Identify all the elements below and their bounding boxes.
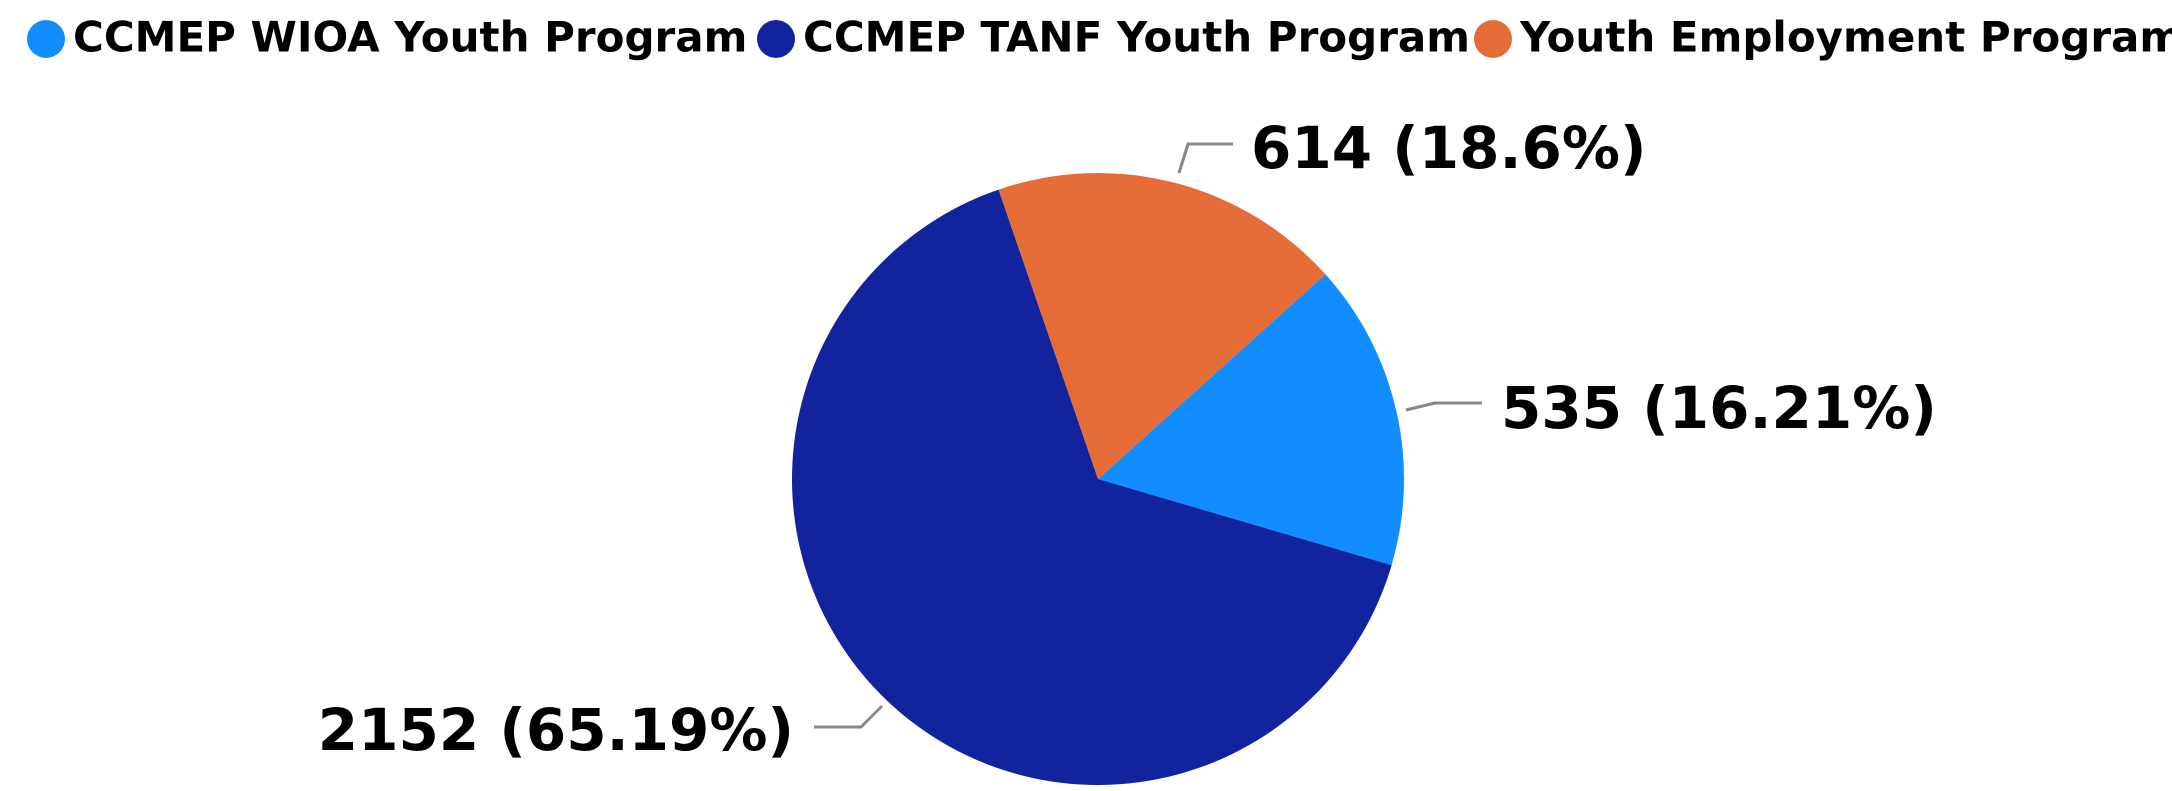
legend-swatch: [27, 20, 65, 58]
legend-label: CCMEP TANF Youth Program: [803, 13, 1470, 62]
legend-label: Youth Employment Program: [1519, 13, 2172, 62]
data-label: 2152 (65.19%): [318, 696, 794, 764]
legend-swatch: [757, 20, 795, 58]
legend-swatch: [1474, 20, 1512, 58]
pie-slice: [1098, 274, 1404, 566]
leader-line: [814, 704, 884, 729]
pie-slice: [791, 189, 1392, 785]
leader-line: [1405, 401, 1482, 412]
data-label: 535 (16.21%): [1501, 374, 1937, 442]
data-label: 614 (18.6%): [1251, 114, 1647, 182]
leader-line: [1177, 142, 1233, 174]
legend-label: CCMEP WIOA Youth Program: [73, 13, 747, 62]
pie-slice: [998, 172, 1326, 479]
